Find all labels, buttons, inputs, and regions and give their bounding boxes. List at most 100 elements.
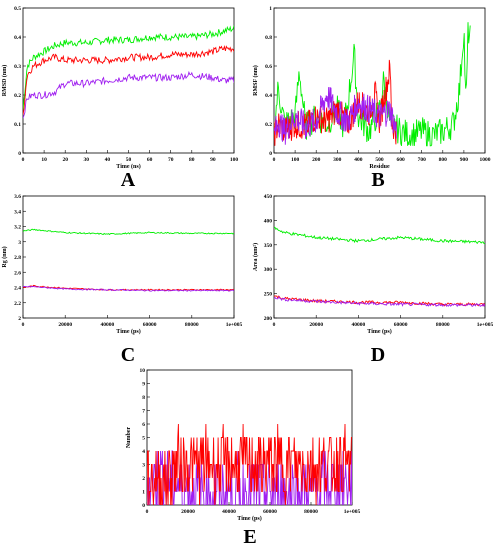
series-line-d-3 [274, 296, 485, 308]
x-tick-label-a: 10 [41, 157, 47, 163]
y-tick-label-e: 6 [142, 422, 145, 428]
x-tick-label-b: 600 [396, 157, 405, 163]
x-tick-label-b: 500 [375, 157, 384, 163]
y-axis-label-a: RMSD (nm) [1, 65, 8, 97]
y-tick-label-c: 2.8 [14, 255, 21, 261]
y-tick-label-d: 450 [264, 194, 273, 200]
y-tick-label-c: 2.2 [14, 301, 21, 307]
y-tick-label-e: 3 [142, 463, 145, 469]
y-tick-label-c: 3.2 [14, 225, 21, 231]
y-tick-label-c: 2.4 [14, 286, 21, 292]
y-tick-label-c: 2.6 [14, 270, 21, 276]
panel-c-chart: 0 20000 40000 60000 80000 1e+005 2 2.2 2.4 2.6 2.8… [1, 194, 243, 335]
x-tick-label-d: 80000 [436, 322, 450, 328]
x-tick-label-e: 40000 [222, 509, 236, 515]
y-tick-label-b: 0.2 [265, 122, 272, 128]
panel-letter-e: E [243, 526, 256, 548]
y-tick-label-a: 0.2 [14, 93, 21, 99]
y-tick-label-a: 0.3 [14, 64, 21, 70]
x-tick-label-a: 80 [189, 157, 195, 163]
x-tick-label-b: 200 [312, 157, 321, 163]
x-tick-label-d: 60000 [394, 322, 408, 328]
x-tick-label-a: 100 [230, 157, 239, 163]
y-tick-label-b: 1 [269, 6, 272, 12]
y-tick-label-c: 2 [18, 316, 21, 322]
x-tick-label-e: 20000 [181, 509, 195, 515]
x-tick-label-e: 1e+005 [344, 509, 361, 515]
x-tick-label-c: 0 [22, 322, 25, 328]
y-tick-label-d: 250 [264, 292, 273, 298]
x-tick-label-d: 1e+005 [477, 322, 493, 328]
x-tick-label-b: 100 [291, 157, 300, 163]
y-tick-label-c: 3.6 [14, 194, 21, 200]
x-tick-label-a: 60 [147, 157, 153, 163]
y-tick-label-e: 4 [142, 449, 145, 455]
y-tick-label-d: 400 [264, 218, 273, 224]
x-tick-label-d: 20000 [309, 322, 323, 328]
x-tick-label-e: 80000 [304, 509, 318, 515]
y-tick-label-e: 10 [140, 368, 146, 374]
x-tick-label-b: 800 [439, 157, 448, 163]
x-tick-label-a: 20 [62, 157, 68, 163]
x-tick-label-c: 60000 [143, 322, 157, 328]
panel-letter-a: A [121, 169, 136, 191]
x-axis-label-e: Time (ps) [237, 515, 261, 522]
y-tick-label-c: 3.4 [14, 209, 21, 215]
panel-letter-b: B [371, 169, 384, 191]
y-tick-label-a: 0.1 [14, 122, 21, 128]
x-tick-label-c: 80000 [185, 322, 199, 328]
series-line-d-1 [274, 226, 485, 245]
panel-b-chart: 0 100 200 300 400 500 600 700 800 900 1000 0 0.2 0.4 0… [252, 6, 491, 170]
series-line-e-2 [147, 423, 352, 505]
x-tick-label-a: 70 [168, 157, 174, 163]
x-tick-label-c: 40000 [101, 322, 115, 328]
y-tick-label-e: 7 [142, 409, 145, 415]
series-line-b-3 [274, 86, 397, 145]
x-tick-label-a: 90 [210, 157, 216, 163]
plot-frame-c [22, 195, 235, 319]
y-tick-label-e: 0 [142, 503, 145, 509]
plot-frame-d [273, 195, 486, 319]
x-axis-label-c: Time (ps) [116, 328, 140, 335]
x-tick-label-b: 400 [354, 157, 363, 163]
x-tick-label-b: 1000 [480, 157, 491, 163]
x-axis-label-a: Time (ns) [116, 163, 140, 170]
y-tick-label-e: 8 [142, 395, 145, 401]
x-tick-label-e: 0 [146, 509, 149, 515]
y-tick-label-e: 5 [142, 436, 145, 442]
panel-letter-d: D [371, 344, 385, 366]
x-axis-label-b: Residue [369, 164, 390, 170]
y-tick-label-b: 0.8 [265, 35, 272, 41]
plot-frame-a [22, 7, 235, 154]
y-tick-label-d: 350 [264, 243, 273, 249]
panel-e-chart: 0 20000 40000 60000 80000 1e+005 0 1 2 3 4 5 6 7 8 9 10 T… [126, 368, 361, 522]
y-tick-label-b: 0.6 [265, 64, 272, 70]
y-tick-label-e: 9 [142, 382, 145, 388]
x-tick-label-a: 40 [105, 157, 111, 163]
y-tick-label-b: 0.4 [265, 93, 272, 99]
y-tick-label-d: 200 [264, 316, 273, 322]
series-line-a-2 [23, 45, 234, 115]
y-tick-label-d: 300 [264, 267, 273, 273]
x-tick-label-b: 0 [273, 157, 276, 163]
y-tick-label-a: 0.4 [14, 35, 21, 41]
x-tick-label-c: 1e+005 [226, 322, 243, 328]
x-axis-label-d: Time (ps) [367, 328, 391, 335]
y-tick-label-b: 0 [269, 151, 272, 157]
y-axis-label-b: RMSF (nm) [252, 65, 259, 96]
x-tick-label-b: 300 [333, 157, 342, 163]
y-axis-label-e: Number [126, 427, 132, 449]
series-line-a-1 [23, 25, 234, 110]
x-tick-label-a: 50 [126, 157, 132, 163]
x-tick-label-d: 40000 [352, 322, 366, 328]
y-tick-label-a: 0 [18, 151, 21, 157]
x-tick-label-a: 0 [22, 157, 25, 163]
x-tick-label-a: 30 [84, 157, 90, 163]
x-tick-label-b: 700 [418, 157, 427, 163]
panel-a-chart: 0 10 20 30 40 50 60 70 80 90 100 0 0.1 0.2 0.3 0.4 0.5 Ti… [1, 6, 238, 170]
panel-letter-c: C [121, 344, 135, 366]
y-tick-label-a: 0.5 [14, 6, 21, 12]
y-tick-label-e: 1 [142, 490, 145, 496]
series-line-c-3 [23, 285, 234, 292]
x-tick-label-c: 20000 [58, 322, 72, 328]
